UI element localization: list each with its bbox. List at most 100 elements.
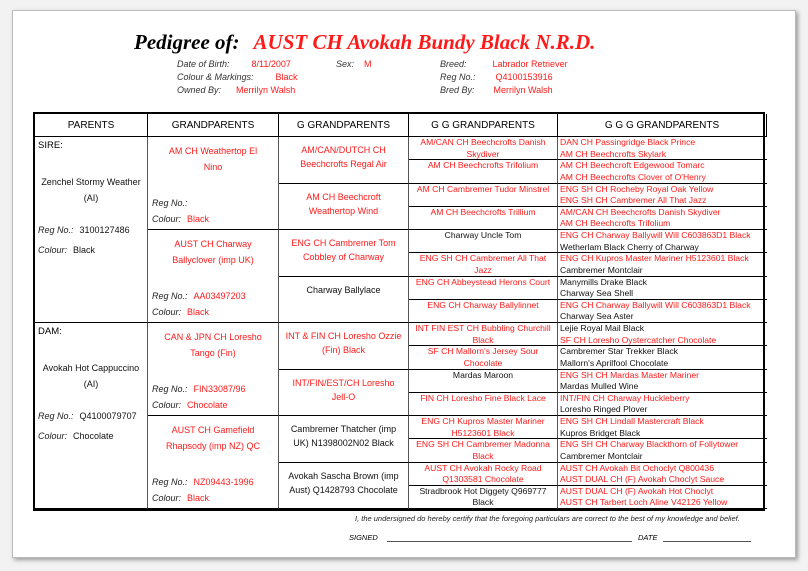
ggg-grandparent-name: AUST CH Avokah Bit Ochoclyt Q800436 xyxy=(560,462,714,473)
sex-label: Sex: xyxy=(336,59,355,69)
ggg-grandparent-name: SF CH Loresho Oystercatcher Chocolate xyxy=(560,334,717,345)
grandparent-name: AUST CH Gamefield Rhapsody (imp NZ) QC xyxy=(165,425,261,451)
grandparent-colour: Colour: Black xyxy=(152,211,209,227)
ggg-grandparent-name: ENG SH CH Lindall Mastercraft Black xyxy=(560,416,704,426)
ggg-grandparent-cell: ENG SH CH Lindall Mastercraft Black Kupro… xyxy=(558,416,767,440)
g-grandparent-cell: AM/CAN/DUTCH CH Beechcrofts Regal Air xyxy=(279,137,409,184)
reg-value: FIN33087/96 xyxy=(193,384,246,394)
breed-value: Labrador Retriever xyxy=(492,59,568,69)
parent-reg: Reg No.: 3100127486 xyxy=(38,224,144,236)
g-grandparent-cell: ENG CH Cambremer Tom Cobbley of Charway xyxy=(279,230,409,277)
ggg-grandparent-name: AM/CAN CH Beechcrofts Danish Skydiver xyxy=(560,206,721,217)
colour-value: Black xyxy=(187,214,210,224)
g-grandparent-name: AM CH Beechcroft Weathertop Wind xyxy=(306,191,381,216)
colour-label: Colour: xyxy=(152,400,182,410)
ggg-grandparent-name: Manymills Drake Black xyxy=(560,276,647,287)
owned-value: Merrilyn Walsh xyxy=(236,85,296,95)
gg-grandparent-cell: AM CH Beechcrofts Trillium xyxy=(409,206,558,230)
colour-label: Colour: xyxy=(38,245,68,255)
dob-field: Date of Birth: 8/11/2007 xyxy=(177,59,291,69)
parent-name: Avokah Hot Cappuccino (AI) xyxy=(42,363,140,389)
ggg-grandparent-cell: DAN CH Passingridge Black Prince AM CH Be… xyxy=(558,137,767,161)
colour-value: Black xyxy=(187,493,210,503)
date-line xyxy=(663,541,751,542)
ggg-grandparent-name: Cambremer Montclair xyxy=(560,264,643,275)
ggg-grandparent-name: Kupros Bridget Black xyxy=(560,427,641,438)
ggg-grandparent-name: ENG SH CH Cambremer All That Jazz xyxy=(560,195,707,205)
grandparent-colour: Colour: Chocolate xyxy=(152,397,246,413)
gg-grandparent-cell: ENG CH Abbeystead Herons Court xyxy=(409,276,558,300)
grandparent-cell: AM CH Weathertop El Nino Reg No.: Colour: B… xyxy=(148,137,279,230)
grandparent-colour: Colour: Black xyxy=(152,304,246,320)
g-grandparent-cell: INT/FIN/EST/CH Loresho Jell-O xyxy=(279,369,409,416)
column-header: GRANDPARENTS xyxy=(148,114,279,137)
parent-reg: Reg No.: Q4100079707 xyxy=(38,410,144,422)
grandparent-reg: Reg No.: NZ09443-1996 xyxy=(152,474,254,490)
gg-grandparent-cell: AM CH Beechcrofts Trifolium xyxy=(409,160,558,184)
colour-label: Colour: xyxy=(152,493,182,503)
reg-value: Q4100079707 xyxy=(79,411,137,421)
ggg-grandparent-cell: Lejie Royal Mail Black SF CH Loresho Oyst… xyxy=(558,323,767,347)
ggg-grandparent-name: Charway Sea Shell xyxy=(560,288,634,298)
ggg-grandparent-cell: ENG SH CH Mardas Master Mariner Mardas Mu… xyxy=(558,370,767,393)
ggg-grandparent-name: Charway Sea Aster xyxy=(560,311,634,322)
parent-colour: Colour: Black xyxy=(38,244,144,256)
grandparent-name: AM CH Weathertop El Nino xyxy=(168,146,258,172)
grandparent-name: AUST CH Charway Ballyclover (imp UK) xyxy=(172,239,254,265)
dob-value: 8/11/2007 xyxy=(251,59,291,69)
g-grandparent-name: Charway Ballylace xyxy=(306,284,381,295)
grandparent-reg: Reg No.: FIN33087/96 xyxy=(152,381,246,397)
pedigree-certificate xyxy=(12,10,796,558)
colour-value: Black xyxy=(187,307,210,317)
gg-grandparent-cell: INT FIN EST CH Bubbling Churchill Black xyxy=(409,323,558,347)
column-header: G GRANDPARENTS xyxy=(279,114,409,137)
ggg-grandparent-name: ENG SH CH Mardas Master Mariner xyxy=(560,369,699,380)
dog-name: AUST CH Avokah Bundy Black N.R.D. xyxy=(253,30,596,54)
colour-label: Colour & Markings: xyxy=(177,72,254,82)
gg-grandparent-cell: ENG SH CH Cambremer All That Jazz xyxy=(409,253,558,277)
ggg-grandparent-name: AM CH Beechcrofts Clover of O'Henry xyxy=(560,171,706,182)
gg-grandparent-cell: Charway Uncle Tom xyxy=(409,230,558,254)
parent-role: SIRE: xyxy=(38,140,63,151)
breed-label: Breed: xyxy=(440,59,467,69)
sex-field: Sex: M xyxy=(336,59,372,69)
ggg-grandparent-cell: AUST CH Avokah Bit Ochoclyt Q800436 AUST … xyxy=(558,463,767,486)
grandparent-meta: Reg No.: FIN33087/96 Colour: Chocolate xyxy=(152,381,246,413)
ggg-grandparent-name: ENG CH Kupros Master Mariner H5123601 Bl… xyxy=(560,253,749,264)
ggg-grandparent-cell: ENG CH Charway Ballywill Will C603863D1 … xyxy=(558,300,767,323)
owned-field: Owned By: Merrilyn Walsh xyxy=(177,85,295,95)
title-label: Pedigree of: xyxy=(134,30,240,54)
reg-value: AA03497203 xyxy=(193,291,246,301)
grandparent-reg: Reg No.: AA03497203 xyxy=(152,288,246,304)
ggg-grandparent-name: Cambremer Montclair xyxy=(560,450,643,461)
dob-label: Date of Birth: xyxy=(177,59,230,69)
ggg-grandparent-name: ENG SH CH Charway Blackthorn of Follytow… xyxy=(560,439,739,450)
colour-label: Colour: xyxy=(152,307,182,317)
ggg-grandparent-cell: ENG SH CH Charway Blackthorn of Follytow… xyxy=(558,439,767,463)
colour-label: Colour: xyxy=(152,214,182,224)
reg-label: Reg No.: xyxy=(38,411,74,421)
g-grandparent-cell: AM CH Beechcroft Weathertop Wind xyxy=(279,183,409,230)
reg-label: Reg No.: xyxy=(440,72,476,82)
reg-label: Reg No.: xyxy=(152,477,188,487)
colour-label: Colour: xyxy=(38,431,68,441)
ggg-grandparent-name: AM CH Beechcroft Edgewood Tomarc xyxy=(560,160,705,171)
colour-value: Chocolate xyxy=(73,431,114,441)
ggg-grandparent-cell: ENG SH CH Rocheby Royal Oak Yellow ENG SH… xyxy=(558,184,767,207)
gg-grandparent-cell: Mardas Maroon xyxy=(409,369,558,393)
reg-field: Reg No.: Q4100153916 xyxy=(440,72,553,82)
ggg-grandparent-cell: Cambremer Star Trekker Black Mallorn's Ap… xyxy=(558,346,767,370)
ggg-grandparent-name: AUST DUAL CH (F) Avokah Choclyt Sauce xyxy=(560,474,725,484)
reg-label: Reg No.: xyxy=(152,291,188,301)
certification-text: I, the undersigned do hereby certify tha… xyxy=(355,514,740,523)
bred-field: Bred By: Merrilyn Walsh xyxy=(440,85,553,95)
reg-value: NZ09443-1996 xyxy=(193,477,254,487)
ggg-grandparent-cell: Manymills Drake Black Charway Sea Shell xyxy=(558,277,767,300)
ggg-grandparent-name: Loresho Ringed Plover xyxy=(560,404,648,415)
g-grandparent-name: INT & FIN CH Loresho Ozzie (Fin) Black xyxy=(285,331,402,355)
ggg-grandparent-name: ENG CH Charway Ballywill Will C603863D1 … xyxy=(560,230,751,240)
parent-cell: DAM: Avokah Hot Cappuccino (AI) Reg No.: Q4… xyxy=(35,323,148,509)
ggg-grandparent-cell: AM/CAN CH Beechcrofts Danish Skydiver AM … xyxy=(558,207,767,230)
ggg-grandparent-cell: INT/FIN CH Charway Huckleberry Loresho Ri… xyxy=(558,393,767,416)
page-title: Pedigree of: AUST CH Avokah Bundy Black N… xyxy=(134,30,595,55)
